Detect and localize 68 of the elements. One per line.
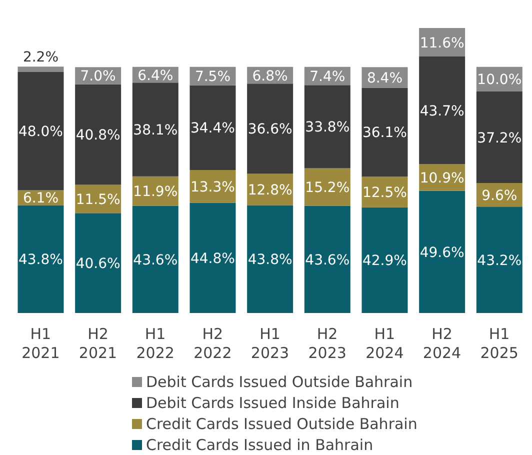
data-label: 36.1% bbox=[362, 125, 407, 142]
data-label: 6.8% bbox=[252, 68, 288, 84]
data-label: 43.7% bbox=[420, 103, 464, 120]
data-label: 10.0% bbox=[477, 72, 522, 88]
data-label: 11.6% bbox=[420, 35, 464, 52]
data-label: 43.8% bbox=[248, 252, 292, 268]
data-label: 7.4% bbox=[310, 68, 346, 85]
legend-label: Debit Cards Issued Outside Bahrain bbox=[146, 372, 413, 390]
x-tick-label: H1 2025 bbox=[480, 325, 518, 362]
data-label: 43.2% bbox=[477, 252, 522, 269]
bar bbox=[132, 82, 178, 176]
bar bbox=[75, 213, 122, 313]
data-label: 2.2% bbox=[22, 50, 59, 66]
legend-label: Credit Cards Issued Outside Bahrain bbox=[146, 414, 418, 432]
legend-label: Credit Cards Issued in Bahrain bbox=[146, 436, 374, 454]
x-tick-label: H2 2023 bbox=[308, 325, 346, 362]
bar bbox=[304, 206, 350, 313]
data-label: 6.4% bbox=[138, 68, 174, 84]
data-label: 49.6% bbox=[420, 244, 464, 261]
data-label: 7.5% bbox=[194, 69, 231, 86]
data-label: 12.5% bbox=[362, 185, 407, 202]
data-label: 33.8% bbox=[305, 120, 350, 136]
data-label: 8.4% bbox=[366, 70, 403, 86]
data-label: 42.9% bbox=[362, 253, 407, 270]
x-tick-label: H1 2022 bbox=[136, 325, 174, 362]
bar bbox=[75, 84, 122, 185]
bar bbox=[190, 85, 236, 170]
data-label: 15.2% bbox=[305, 180, 350, 196]
x-tick-label: H1 2023 bbox=[250, 325, 290, 362]
bar bbox=[190, 202, 236, 313]
x-tick-label: H2 2021 bbox=[78, 325, 118, 362]
data-label: 6.1% bbox=[22, 190, 59, 207]
bar bbox=[18, 205, 64, 313]
data-label: 7.0% bbox=[80, 68, 116, 85]
data-label: 11.5% bbox=[76, 192, 120, 208]
bar bbox=[18, 72, 64, 190]
bar bbox=[132, 206, 178, 313]
bar bbox=[18, 66, 64, 72]
data-label: 43.8% bbox=[18, 252, 63, 268]
data-label: 13.3% bbox=[190, 179, 235, 196]
bar bbox=[476, 91, 522, 184]
data-label: 36.6% bbox=[248, 122, 292, 138]
data-label: 12.8% bbox=[248, 182, 292, 198]
bar bbox=[304, 85, 350, 168]
bar bbox=[419, 56, 466, 164]
data-label: 38.1% bbox=[133, 122, 178, 139]
data-label: 48.0% bbox=[18, 124, 63, 140]
bar bbox=[362, 88, 408, 177]
bar bbox=[419, 190, 466, 313]
data-label: 34.4% bbox=[190, 120, 235, 137]
data-label: 43.6% bbox=[133, 252, 178, 268]
bar bbox=[362, 207, 408, 313]
data-label: 9.6% bbox=[482, 188, 518, 204]
data-label: 10.9% bbox=[420, 170, 464, 187]
x-tick-label: H2 2024 bbox=[422, 325, 462, 362]
bar bbox=[247, 84, 294, 174]
x-tick-label: H1 2021 bbox=[22, 325, 60, 362]
bar bbox=[476, 206, 522, 313]
x-tick-label: H1 2024 bbox=[366, 325, 404, 362]
data-label: 40.6% bbox=[76, 256, 120, 272]
data-label: 40.8% bbox=[76, 128, 120, 144]
legend-label: Debit Cards Issued Inside Bahrain bbox=[146, 394, 400, 412]
data-label: 37.2% bbox=[477, 130, 522, 146]
bar bbox=[247, 205, 294, 313]
data-label: 43.6% bbox=[305, 252, 350, 268]
x-tick-label: H2 2022 bbox=[194, 325, 232, 362]
data-label: 11.9% bbox=[133, 184, 178, 200]
data-label: 44.8% bbox=[190, 250, 235, 267]
